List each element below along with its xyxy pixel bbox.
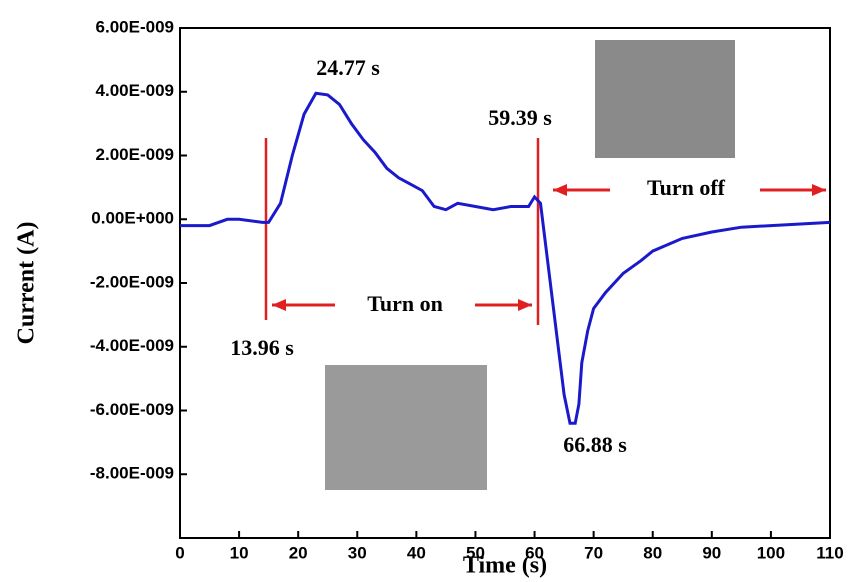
inset-photo	[325, 365, 487, 490]
inset-photo	[595, 40, 735, 158]
y-tick-label: -6.00E-009	[90, 400, 174, 419]
x-tick-label: 10	[230, 543, 249, 562]
x-tick-label: 20	[289, 543, 308, 562]
y-tick-label: -4.00E-009	[90, 336, 174, 355]
x-tick-label: 110	[816, 543, 843, 562]
x-tick-label: 70	[584, 543, 603, 562]
x-tick-label: 30	[348, 543, 367, 562]
annotation: 66.88 s	[563, 432, 627, 457]
x-axis-label: Time (s)	[463, 553, 547, 579]
y-tick-label: -8.00E-009	[90, 464, 174, 483]
x-tick-label: 80	[643, 543, 662, 562]
y-tick-label: 2.00E-009	[96, 145, 174, 164]
annotation: Turn on	[367, 291, 443, 316]
annotation: 24.77 s	[316, 55, 380, 80]
annotation: Turn off	[647, 175, 726, 200]
arrow-head	[518, 299, 532, 311]
arrow-head	[812, 184, 826, 196]
y-tick-label: 4.00E-009	[96, 81, 174, 100]
x-tick-label: 0	[175, 543, 184, 562]
arrow-head	[272, 299, 286, 311]
x-tick-label: 50	[466, 543, 485, 562]
x-tick-label: 90	[702, 543, 721, 562]
annotation: 13.96 s	[230, 335, 294, 360]
y-tick-label: 0.00E+000	[91, 209, 174, 228]
arrow-head	[553, 184, 567, 196]
x-tick-label: 100	[757, 543, 785, 562]
annotation: 59.39 s	[488, 105, 552, 130]
y-tick-label: 6.00E-009	[96, 17, 174, 36]
y-tick-label: -2.00E-009	[90, 272, 174, 291]
y-axis-label: Current (A)	[14, 222, 40, 345]
x-tick-label: 60	[525, 543, 544, 562]
data-line	[180, 91, 831, 425]
x-tick-label: 40	[407, 543, 426, 562]
